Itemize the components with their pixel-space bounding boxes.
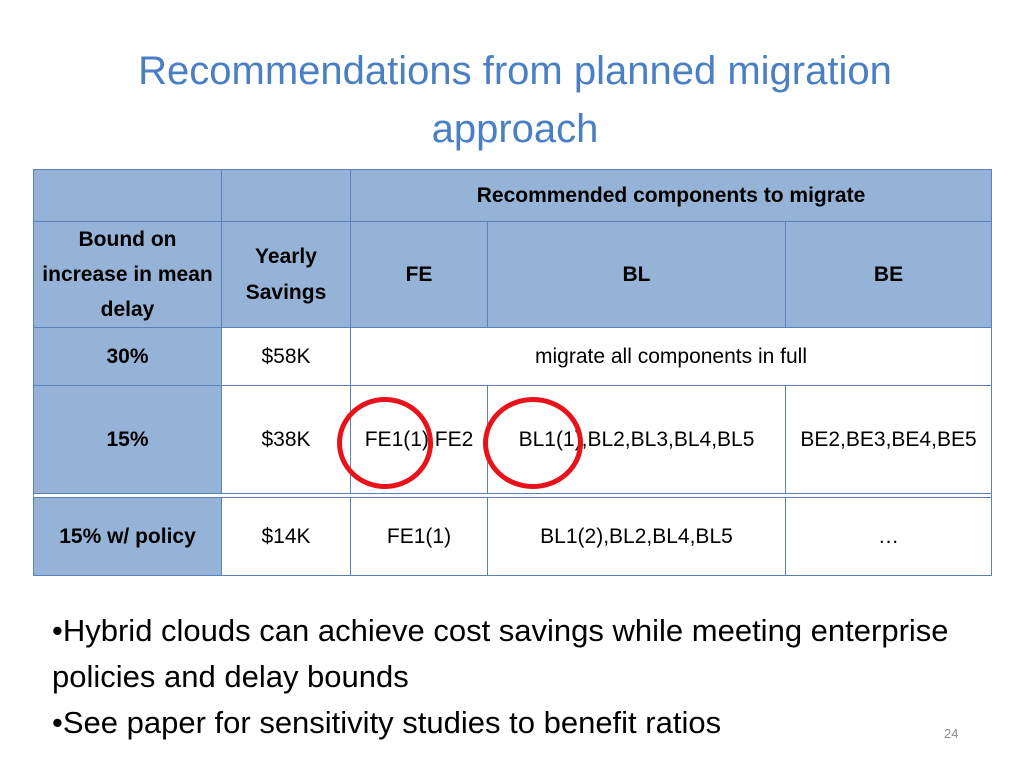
- page-number: 24: [944, 726, 959, 741]
- table-row: 15% w/ policy $14K FE1(1) BL1(2),BL2,BL4…: [33, 497, 993, 576]
- row-bound: 30%: [33, 327, 222, 386]
- row-savings: $38K: [221, 385, 351, 494]
- slide-title: Recommendations from planned migration a…: [40, 42, 990, 158]
- row-bound: 15%: [33, 385, 222, 494]
- migration-table: Recommended components to migrate Bound …: [32, 169, 993, 576]
- table-header-row: Recommended components to migrate: [33, 169, 993, 222]
- row-bl: BL1(2),BL2,BL4,BL5: [487, 497, 786, 576]
- table-row: 30% $58K migrate all components in full: [33, 327, 993, 386]
- bullet-item: •Hybrid clouds can achieve cost savings …: [52, 613, 949, 694]
- bullet-item: •See paper for sensitivity studies to be…: [52, 705, 722, 740]
- row-be: BE2,BE3,BE4,BE5: [784, 385, 993, 494]
- row-savings: $58K: [221, 327, 351, 386]
- column-header-be: BE: [784, 221, 993, 328]
- slide-title-line-2: approach: [431, 107, 599, 151]
- row-merged-note: migrate all components in full: [349, 327, 993, 386]
- column-header-fe: FE: [350, 221, 488, 328]
- column-header-bound: Bound on increase in mean delay: [33, 221, 222, 328]
- column-header-savings: Yearly Savings: [221, 221, 351, 328]
- row-savings: $14K: [221, 497, 351, 576]
- row-fe: FE1(1): [350, 497, 488, 576]
- row-bound: 15% w/ policy: [33, 497, 222, 576]
- group-header: Recommended components to migrate: [349, 169, 993, 222]
- highlight-circle-bl: [483, 397, 583, 489]
- table-column-row: Bound on increase in mean delay Yearly S…: [33, 221, 993, 328]
- bullet-list: •Hybrid clouds can achieve cost savings …: [52, 608, 952, 746]
- row-be: …: [784, 497, 993, 576]
- column-header-bl: BL: [487, 221, 786, 328]
- slide-title-line-1: Recommendations from planned migration: [138, 49, 892, 93]
- header-empty-cell: [33, 169, 222, 222]
- highlight-circle-fe: [337, 397, 433, 489]
- header-empty-cell: [221, 169, 351, 222]
